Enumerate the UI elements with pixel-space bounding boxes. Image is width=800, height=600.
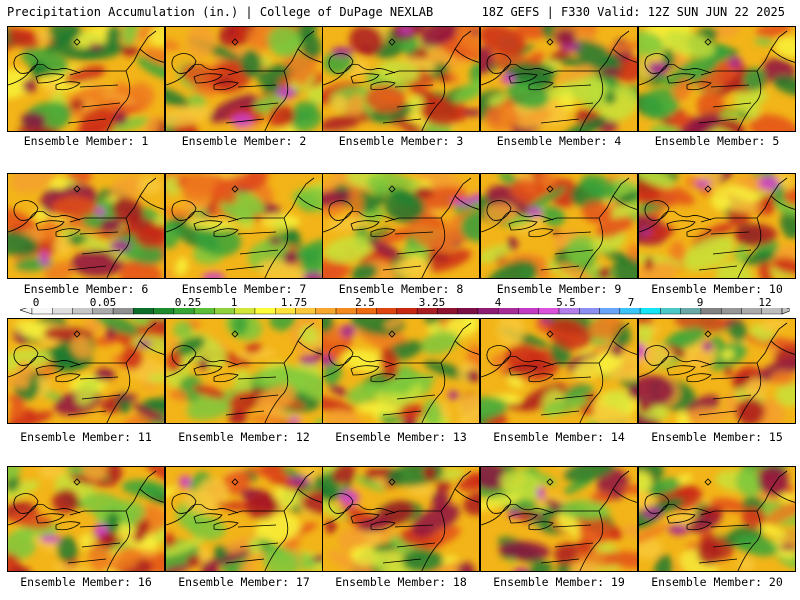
- precipitation-field-map: [8, 467, 164, 571]
- colorbar-swatch: [720, 308, 742, 315]
- colorbar-tick-label: 0: [32, 296, 40, 309]
- colorbar-tick-label: 2.5: [355, 296, 375, 309]
- precipitation-field-map: [323, 27, 479, 131]
- ensemble-member-label: Ensemble Member: 14: [493, 430, 625, 444]
- colorbar-swatch: [133, 308, 154, 315]
- ensemble-member-map: [165, 173, 323, 279]
- ensemble-member-label: Ensemble Member: 15: [651, 430, 783, 444]
- precipitation-field-map: [481, 27, 637, 131]
- ensemble-member-map: [7, 318, 165, 424]
- precipitation-field-map: [323, 467, 479, 571]
- ensemble-member-label: Ensemble Member: 10: [651, 282, 783, 296]
- colorbar-swatch: [700, 308, 722, 315]
- ensemble-member-label: Ensemble Member: 4: [496, 134, 622, 148]
- colorbar-tick-label: 9: [696, 296, 704, 309]
- ensemble-member-map: [165, 318, 323, 424]
- colorbar-tick-label: 7: [627, 296, 635, 309]
- precipitation-field-map: [481, 319, 637, 423]
- ensemble-member-label: Ensemble Member: 16: [20, 575, 152, 589]
- map-title: Precipitation Accumulation (in.) | Colle…: [7, 5, 434, 19]
- colorbar-tick-label: 5.5: [556, 296, 576, 309]
- colorbar-tick-label: 4: [494, 296, 502, 309]
- ensemble-member-map: [638, 26, 796, 132]
- ensemble-member-label: Ensemble Member: 11: [20, 430, 152, 444]
- ensemble-member-label: Ensemble Member: 19: [493, 575, 625, 589]
- ensemble-member-map: [165, 26, 323, 132]
- ensemble-member-label: Ensemble Member: 7: [181, 282, 307, 296]
- precipitation-field-map: [639, 27, 795, 131]
- ensemble-member-map: [480, 318, 638, 424]
- ensemble-member-map: [638, 466, 796, 572]
- ensemble-member-map: [322, 173, 480, 279]
- ensemble-member-label: Ensemble Member: 2: [181, 134, 307, 148]
- ensemble-member-map: [480, 173, 638, 279]
- colorbar-tick-label: 1: [230, 296, 238, 309]
- colorbar-swatch: [315, 308, 337, 315]
- colorbar-swatch: [518, 308, 539, 315]
- ensemble-member-label: Ensemble Member: 12: [178, 430, 310, 444]
- colorbar-tick-label: 3.25: [418, 296, 446, 309]
- colorbar-swatch: [639, 308, 661, 315]
- precipitation-field-map: [8, 27, 164, 131]
- colorbar-tick-label: 0.25: [174, 296, 202, 309]
- colorbar-tick-label: 1.75: [280, 296, 308, 309]
- ensemble-member-label: Ensemble Member: 9: [496, 282, 622, 296]
- colorbar-swatch: [599, 308, 621, 315]
- ensemble-member-label: Ensemble Member: 8: [338, 282, 464, 296]
- colorbar-swatch: [660, 308, 681, 315]
- ensemble-member-label: Ensemble Member: 5: [654, 134, 780, 148]
- precipitation-field-map: [639, 467, 795, 571]
- ensemble-member-label: Ensemble Member: 3: [338, 134, 464, 148]
- precipitation-field-map: [323, 319, 479, 423]
- ensemble-member-label: Ensemble Member: 20: [651, 575, 783, 589]
- ensemble-member-map: [165, 466, 323, 572]
- ensemble-member-map: [322, 318, 480, 424]
- precipitation-field-map: [481, 467, 637, 571]
- colorbar-swatch: [376, 308, 398, 315]
- colorbar-swatch: [457, 308, 479, 315]
- ensemble-member-map: [480, 26, 638, 132]
- ensemble-member-label: Ensemble Member: 1: [23, 134, 149, 148]
- colorbar-swatch: [335, 308, 357, 315]
- ensemble-member-map: [322, 466, 480, 572]
- precipitation-field-map: [166, 174, 322, 278]
- precipitation-field-map: [639, 319, 795, 423]
- ensemble-member-map: [638, 318, 796, 424]
- precipitation-field-map: [8, 319, 164, 423]
- colorbar-tick-label: 0.05: [89, 296, 117, 309]
- ensemble-member-map: [7, 26, 165, 132]
- precipitation-field-map: [481, 174, 637, 278]
- colorbar-swatch: [52, 308, 73, 315]
- precipitation-field-map: [8, 174, 164, 278]
- ensemble-member-map: [638, 173, 796, 279]
- ensemble-member-map: [322, 26, 480, 132]
- colorbar-swatch: [579, 308, 600, 315]
- ensemble-member-map: [7, 173, 165, 279]
- ensemble-member-map: [480, 466, 638, 572]
- precipitation-field-map: [323, 174, 479, 278]
- colorbar-tick-label: 12: [758, 296, 772, 309]
- precipitation-field-map: [166, 319, 322, 423]
- colorbar-swatch: [396, 308, 418, 315]
- ensemble-member-label: Ensemble Member: 18: [335, 575, 467, 589]
- run-valid-time: 18Z GEFS | F330 Valid: 12Z SUN JUN 22 20…: [481, 5, 785, 19]
- colorbar-strip: [20, 308, 790, 315]
- precipitation-field-map: [639, 174, 795, 278]
- ensemble-member-label: Ensemble Member: 6: [23, 282, 149, 296]
- precipitation-colorbar: 0 0.05 0.25 1 1.75 2.5 3.25 4 5.5 7 9 12: [20, 296, 790, 320]
- colorbar-swatch: [234, 308, 256, 315]
- ensemble-member-label: Ensemble Member: 13: [335, 430, 467, 444]
- precipitation-field-map: [166, 27, 322, 131]
- colorbar-swatch: [153, 308, 175, 315]
- precipitation-field-map: [166, 467, 322, 571]
- colorbar-swatch: [254, 308, 276, 315]
- ensemble-member-label: Ensemble Member: 17: [178, 575, 310, 589]
- ensemble-member-map: [7, 466, 165, 572]
